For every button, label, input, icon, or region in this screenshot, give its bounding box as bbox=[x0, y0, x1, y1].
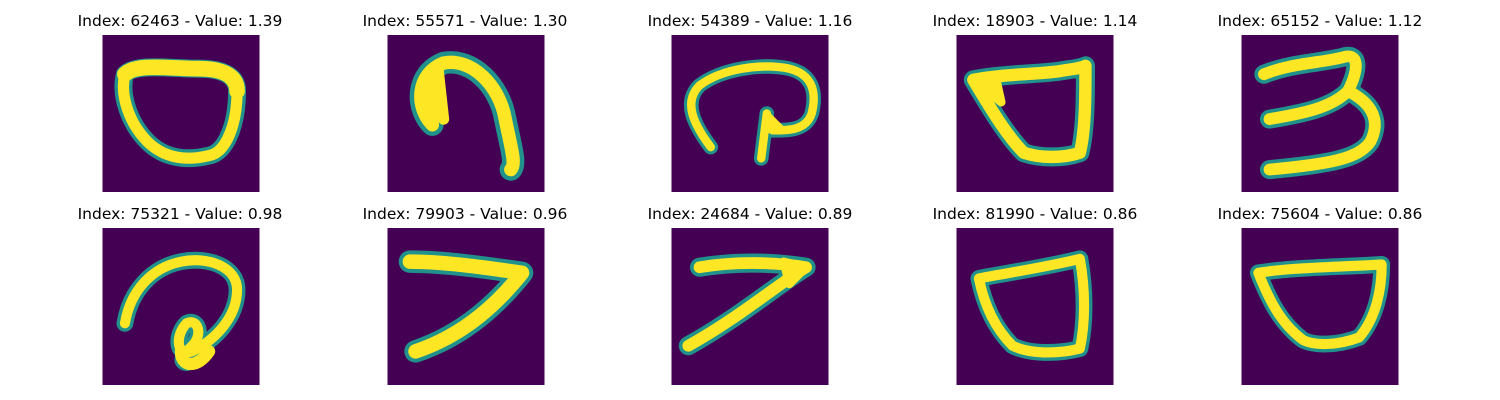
tile-title-8: Index: 24684 - Value: 0.89 bbox=[647, 205, 853, 223]
tile-title-10: Index: 75604 - Value: 0.86 bbox=[1217, 205, 1423, 223]
digit-image-2 bbox=[387, 35, 545, 192]
digit-image-3 bbox=[671, 35, 829, 192]
tile-title-1: Index: 62463 - Value: 1.39 bbox=[77, 12, 283, 30]
tile-title-5: Index: 65152 - Value: 1.12 bbox=[1217, 12, 1423, 30]
tile-title-3: Index: 54389 - Value: 1.16 bbox=[647, 12, 853, 30]
tile-title-6: Index: 75321 - Value: 0.98 bbox=[77, 205, 283, 223]
digit-image-10 bbox=[1241, 228, 1399, 385]
digit-image-1 bbox=[102, 35, 260, 192]
digit-image-6 bbox=[102, 228, 260, 385]
digit-image-4 bbox=[956, 35, 1114, 192]
tile-title-9: Index: 81990 - Value: 0.86 bbox=[932, 205, 1138, 223]
digit-image-5 bbox=[1241, 35, 1399, 192]
digit-image-8 bbox=[671, 228, 829, 385]
digit-image-7 bbox=[387, 228, 545, 385]
tile-title-2: Index: 55571 - Value: 1.30 bbox=[362, 12, 568, 30]
digit-image-9 bbox=[956, 228, 1114, 385]
tile-title-4: Index: 18903 - Value: 1.14 bbox=[932, 12, 1138, 30]
tile-title-7: Index: 79903 - Value: 0.96 bbox=[362, 205, 568, 223]
